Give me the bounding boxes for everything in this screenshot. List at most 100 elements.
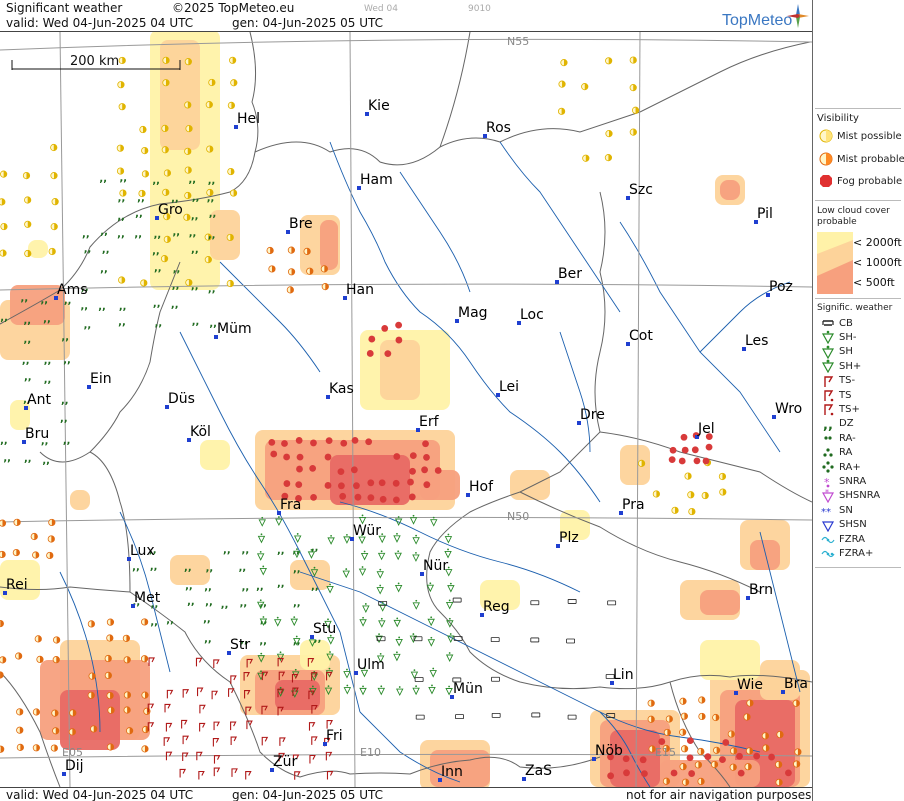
weather-legend-item: SHSN (819, 518, 867, 532)
city-label: Rei (6, 577, 28, 593)
city-37: Reg (480, 599, 510, 617)
svg-text:**: ** (821, 507, 831, 517)
svg-text:,,: ,, (63, 355, 71, 366)
svg-text:,,: ,, (40, 295, 48, 306)
svg-text:,,: ,, (154, 229, 162, 240)
city-30: Pra (619, 497, 645, 515)
weather-legend-item: CB (819, 316, 853, 330)
svg-text:,,: ,, (134, 229, 142, 240)
svg-text:,,: ,, (63, 436, 71, 447)
city-16: Les (742, 333, 768, 351)
svg-text:,,: ,, (311, 543, 319, 554)
svg-text:,,: ,, (98, 302, 106, 313)
latlon-grid (0, 32, 812, 787)
city-label: Inn (441, 764, 463, 780)
city-3: Ham (357, 172, 393, 190)
legend-panel: Visibility Mist possible Mist probable Fog… (812, 0, 904, 801)
svg-text:,,: ,, (84, 244, 92, 255)
city-label: Ulm (357, 657, 385, 673)
weather-legend-item: SH+ (819, 359, 861, 374)
svg-text:,,: ,, (23, 395, 31, 406)
svg-text:,,: ,, (256, 581, 264, 592)
city-label: Lei (499, 379, 519, 395)
grid-label: E15 (655, 746, 676, 759)
city-label: Bra (784, 676, 808, 692)
scale-label: 200 km (70, 54, 119, 69)
svg-text:,,: ,, (240, 598, 248, 609)
city-6: Bre (286, 216, 313, 234)
svg-text:,,: ,, (21, 293, 29, 304)
city-label: Str (230, 637, 250, 653)
city-17: Ein (87, 371, 112, 389)
city-10: Poz (766, 279, 793, 297)
compass-logo-icon (787, 4, 809, 28)
city-label: Ams (57, 282, 88, 298)
svg-text:,,: ,, (154, 263, 162, 274)
svg-text:,,: ,, (80, 301, 88, 312)
svg-text:,,: ,, (152, 246, 160, 257)
svg-text:,,: ,, (277, 579, 285, 590)
city-20: Ant (24, 392, 51, 410)
city-label: Bre (289, 216, 313, 232)
weather-legend-item: RA- (819, 431, 856, 445)
cb-icon (819, 316, 837, 330)
svg-text:,,: ,, (204, 582, 212, 593)
city-label: Hel (237, 111, 260, 127)
city-4: Szc (626, 182, 653, 200)
drizzle-icon: ,, (819, 417, 837, 431)
visibility-title: Visibility (817, 113, 859, 124)
svg-text:,,: ,, (166, 615, 174, 626)
city-39: Stu (310, 621, 336, 639)
grid-label: N50 (507, 510, 529, 523)
svg-text:,,: ,, (171, 299, 179, 310)
city-label: Loc (520, 307, 544, 323)
lowcloud-500: < 500ft (853, 276, 895, 289)
chart-title: Significant weather (6, 1, 123, 15)
lowcloud-2000: < 2000ft (853, 236, 902, 249)
map-canvas: ,,,,,,,,,,,,,,,,,,,,,,,,,,,,,,,,,,,,,,,,… (0, 32, 812, 787)
snow-rain-shower-icon: * (819, 489, 837, 503)
rain-heavy-icon (819, 460, 837, 474)
svg-text:,,: ,, (192, 316, 200, 327)
city-38: Brn (746, 582, 773, 600)
weather-symbols: ,,,,,,,,,,,,,,,,,,,,,,,,,,,,,,,,,,,,,,,,… (0, 56, 802, 786)
city-label: Poz (769, 279, 793, 295)
rain-light-icon (819, 431, 837, 445)
svg-text:,,: ,, (3, 453, 11, 464)
svg-text:,,: ,, (119, 173, 127, 184)
snow-rain-icon: * (819, 474, 837, 488)
svg-text:*: * (824, 476, 830, 488)
svg-text:,,: ,, (41, 436, 49, 447)
svg-text:,,: ,, (277, 546, 285, 557)
brand-logo-text: TopMeteo (722, 12, 793, 29)
visibility-legend-item: Fog probable (817, 174, 902, 188)
city-label: Lux (130, 543, 155, 559)
city-label: Plz (559, 530, 579, 546)
city-5: Gro (155, 202, 183, 220)
city-label: Reg (483, 599, 510, 615)
svg-text:,,: ,, (191, 211, 199, 222)
mist-probable-icon (817, 152, 835, 166)
city-50: Dij (62, 758, 84, 776)
city-label: Ber (558, 266, 582, 282)
svg-text:,,: ,, (209, 209, 217, 220)
svg-text:,,: ,, (117, 211, 125, 222)
svg-text:,,: ,, (204, 634, 212, 645)
svg-text:,,: ,, (24, 334, 32, 345)
lowcloud-subtitle: probable (817, 217, 857, 227)
city-34: Nür (420, 558, 448, 576)
svg-text:,,: ,, (81, 282, 89, 293)
svg-text:,,: ,, (84, 320, 92, 331)
svg-text:,,: ,, (293, 598, 301, 609)
svg-text:,,: ,, (185, 581, 193, 592)
svg-text:,,: ,, (100, 264, 108, 275)
city-label: Müm (217, 321, 252, 337)
city-2: Hel (234, 111, 260, 129)
city-27: Jel (695, 421, 715, 439)
city-44: Wie (734, 677, 763, 695)
snow-icon: ** (819, 503, 837, 517)
city-label: ZaS (525, 763, 552, 779)
city-label: Wür (353, 523, 381, 539)
weather-map[interactable]: ,,,,,,,,,,,,,,,,,,,,,,,,,,,,,,,,,,,,,,,,… (0, 32, 812, 787)
city-label: Fri (326, 728, 343, 744)
